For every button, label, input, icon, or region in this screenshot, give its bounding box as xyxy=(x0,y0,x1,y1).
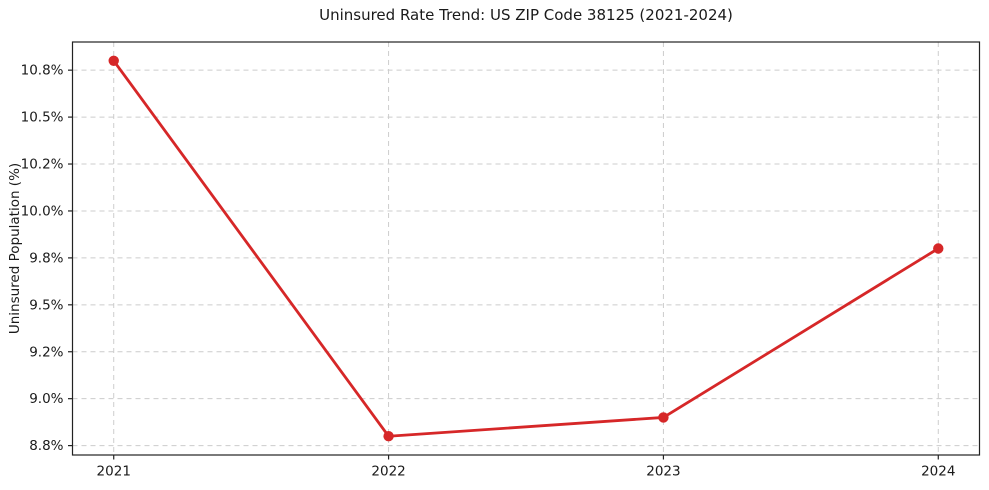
gridlines-layer xyxy=(72,42,980,455)
data-series-layer xyxy=(108,55,944,442)
y-tick-label: 9.5% xyxy=(29,297,63,313)
y-tick-label: 10.8% xyxy=(21,63,64,79)
y-tick-label: 10.0% xyxy=(21,203,64,219)
plot-border xyxy=(71,41,981,456)
y-tick-label: 10.5% xyxy=(21,110,64,126)
y-axis-label: Uninsured Population (%) xyxy=(7,163,23,334)
x-tick-label: 2024 xyxy=(921,464,955,480)
axis-ticks-layer xyxy=(68,69,939,460)
y-tick-label: 8.8% xyxy=(29,438,63,454)
data-point-marker xyxy=(108,55,119,66)
x-tick-label: 2022 xyxy=(371,464,405,480)
data-point-marker xyxy=(658,412,669,423)
chart-title: Uninsured Rate Trend: US ZIP Code 38125 … xyxy=(319,6,733,24)
data-point-marker xyxy=(933,243,944,254)
tick-labels-layer: 8.8% 9.0% 9.2% 9.5% 9.8% 10.0% 10.2% 10.5% 10.8%… xyxy=(21,63,956,480)
x-tick-label: 2021 xyxy=(97,464,131,480)
y-tick-label: 9.8% xyxy=(29,250,63,266)
x-tick-label: 2023 xyxy=(646,464,680,480)
trend-line xyxy=(112,59,940,438)
y-tick-label: 9.2% xyxy=(29,344,63,360)
y-tick-label: 10.2% xyxy=(21,157,64,173)
y-tick-label: 9.0% xyxy=(29,391,63,407)
data-point-marker xyxy=(383,431,394,442)
